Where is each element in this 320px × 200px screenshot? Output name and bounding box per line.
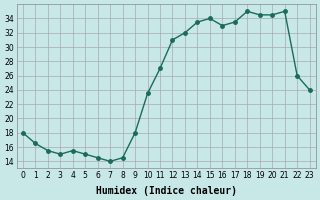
X-axis label: Humidex (Indice chaleur): Humidex (Indice chaleur) (96, 186, 237, 196)
